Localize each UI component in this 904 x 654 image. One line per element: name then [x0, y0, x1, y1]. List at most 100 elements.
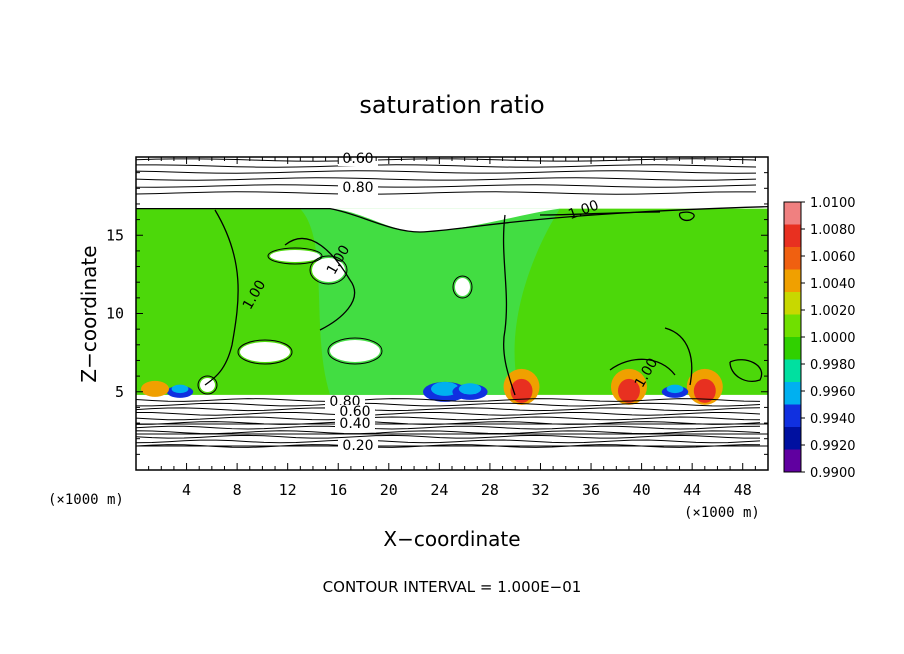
x-tick-label-48: 48 — [734, 481, 752, 499]
contour-interval-note: CONTOUR INTERVAL = 1.000E−01 — [323, 578, 582, 596]
x-tick-label-44: 44 — [683, 481, 701, 499]
contour-100-interior-5 — [539, 211, 661, 216]
contour-lower-7 — [136, 430, 761, 435]
clear-patch-2 — [312, 258, 345, 282]
clear-patch-5 — [200, 378, 215, 392]
chart-title: saturation ratio — [359, 91, 544, 119]
contour-label-7: 0.60 — [339, 404, 370, 420]
x-tick-label-40: 40 — [633, 481, 651, 499]
colorbar-swatch-1 — [784, 224, 801, 248]
x-axis-label: X−coordinate — [383, 527, 520, 551]
saturation-field — [136, 208, 768, 405]
clear-patch-3 — [330, 340, 380, 362]
contour-100-interior-0 — [204, 209, 239, 386]
x-axis-unit-left: (×1000 m) — [48, 492, 124, 508]
contour-label-bg-1 — [338, 181, 378, 195]
x-axis-unit-right: (×1000 m) — [684, 505, 760, 521]
contour-upper-5 — [136, 191, 757, 195]
contour-lower-1 — [136, 402, 761, 407]
y-tick-label-15: 15 — [106, 226, 124, 244]
y-tick-labels: 5 10 15 — [106, 226, 124, 401]
x-tick-label-8: 8 — [233, 481, 242, 499]
contour-upper-0 — [136, 158, 757, 162]
contour-patch-0 — [237, 339, 293, 365]
contour-lines — [136, 158, 768, 448]
colorbar-label-6: 0.9980 — [810, 358, 856, 373]
contour-patch-3 — [327, 337, 383, 365]
colorbar-label-10: 0.9900 — [810, 466, 856, 481]
colorbar-label-4: 1.0020 — [810, 304, 856, 319]
cyan-pocket-1 — [431, 381, 459, 396]
clear-patch-4 — [455, 278, 470, 296]
pocket-inner-1 — [617, 378, 640, 403]
clear-patch-1 — [270, 250, 320, 262]
contour-label-9: 0.20 — [342, 438, 373, 454]
colorbar-swatch-6 — [784, 337, 801, 360]
upper-clear-region — [330, 208, 560, 232]
pocket-inner-0 — [510, 378, 533, 403]
contour-label-bg-8 — [335, 417, 375, 431]
cyan-pocket-2 — [458, 383, 482, 395]
contour-lower-2 — [136, 407, 761, 412]
cyan-pocket-3 — [666, 384, 684, 394]
contour-100-interior-1 — [502, 214, 516, 396]
contour-lower-6 — [136, 425, 761, 430]
colorbar-labels: 1.0100 1.0080 1.0060 1.0040 1.0020 1.0000 0.99… — [801, 196, 856, 481]
colorbar-swatch-11 — [784, 449, 801, 473]
colorbar-swatch-5 — [784, 314, 801, 338]
cyan-pocket-0 — [171, 384, 189, 394]
colorbar-swatch-0 — [784, 202, 801, 225]
contour-patch-1 — [267, 247, 323, 265]
colorbar-label-7: 0.9960 — [810, 385, 856, 400]
contour-upper-4 — [136, 184, 757, 188]
x-tick-label-12: 12 — [279, 481, 297, 499]
contour-label-bg-9 — [338, 439, 378, 453]
colorbar-swatch-8 — [784, 382, 801, 405]
axis-ticks — [136, 157, 768, 470]
x-tick-label-36: 36 — [582, 481, 600, 499]
contour-100-interior-2 — [284, 238, 356, 331]
contour-100-interior-6 — [609, 358, 676, 376]
y-axis-label: Z−coordinate — [77, 245, 101, 382]
contour-label-0: 0.60 — [342, 151, 373, 167]
colorbar-label-9: 0.9920 — [810, 439, 856, 454]
x-tick-labels: 4 8 12 16 20 24 28 32 36 40 44 48 — [182, 481, 752, 499]
colorbar-swatch-4 — [784, 292, 801, 315]
colorbar-label-5: 1.0000 — [810, 331, 856, 346]
y-tick-label-5: 5 — [115, 383, 124, 401]
contour-100-interior-3 — [664, 327, 693, 386]
contour-patch-2 — [309, 255, 348, 285]
colorbar-label-2: 1.0060 — [810, 250, 856, 265]
contour-lower-10 — [136, 444, 761, 448]
contour-lower-9 — [136, 439, 761, 444]
colorbar-label-1: 1.0080 — [810, 223, 856, 238]
contour-label-bg-0 — [338, 152, 378, 166]
contour-label-8: 0.40 — [339, 416, 370, 432]
contour-lower-4 — [136, 416, 761, 421]
colorbar-swatch-7 — [784, 359, 801, 383]
contour-upper-3 — [136, 177, 757, 181]
colorbar-swatch-2 — [784, 247, 801, 270]
x-tick-label-16: 16 — [329, 481, 347, 499]
contour-lower-3 — [136, 411, 761, 416]
contour-100-interior-4 — [729, 359, 763, 382]
x-tick-label-20: 20 — [380, 481, 398, 499]
colorbar-label-3: 1.0040 — [810, 277, 856, 292]
x-tick-label-24: 24 — [430, 481, 448, 499]
x-tick-label-28: 28 — [481, 481, 499, 499]
x-tick-label-4: 4 — [182, 481, 191, 499]
colorbar-swatch-3 — [784, 269, 801, 293]
colorbar-label-0: 1.0100 — [810, 196, 856, 211]
contour-patch-5 — [197, 375, 218, 395]
clear-patch-0 — [240, 342, 290, 362]
y-tick-label-10: 10 — [106, 305, 124, 323]
colorbar-swatch-10 — [784, 427, 801, 450]
contour-label-1: 0.80 — [342, 180, 373, 196]
contour-100-interior-7 — [678, 211, 695, 222]
colorbar-swatch-9 — [784, 404, 801, 428]
contour-lower-8 — [136, 434, 761, 439]
colorbar — [783, 201, 802, 473]
contour-upper-2 — [136, 170, 757, 174]
contour-label-bg-7 — [335, 405, 375, 419]
